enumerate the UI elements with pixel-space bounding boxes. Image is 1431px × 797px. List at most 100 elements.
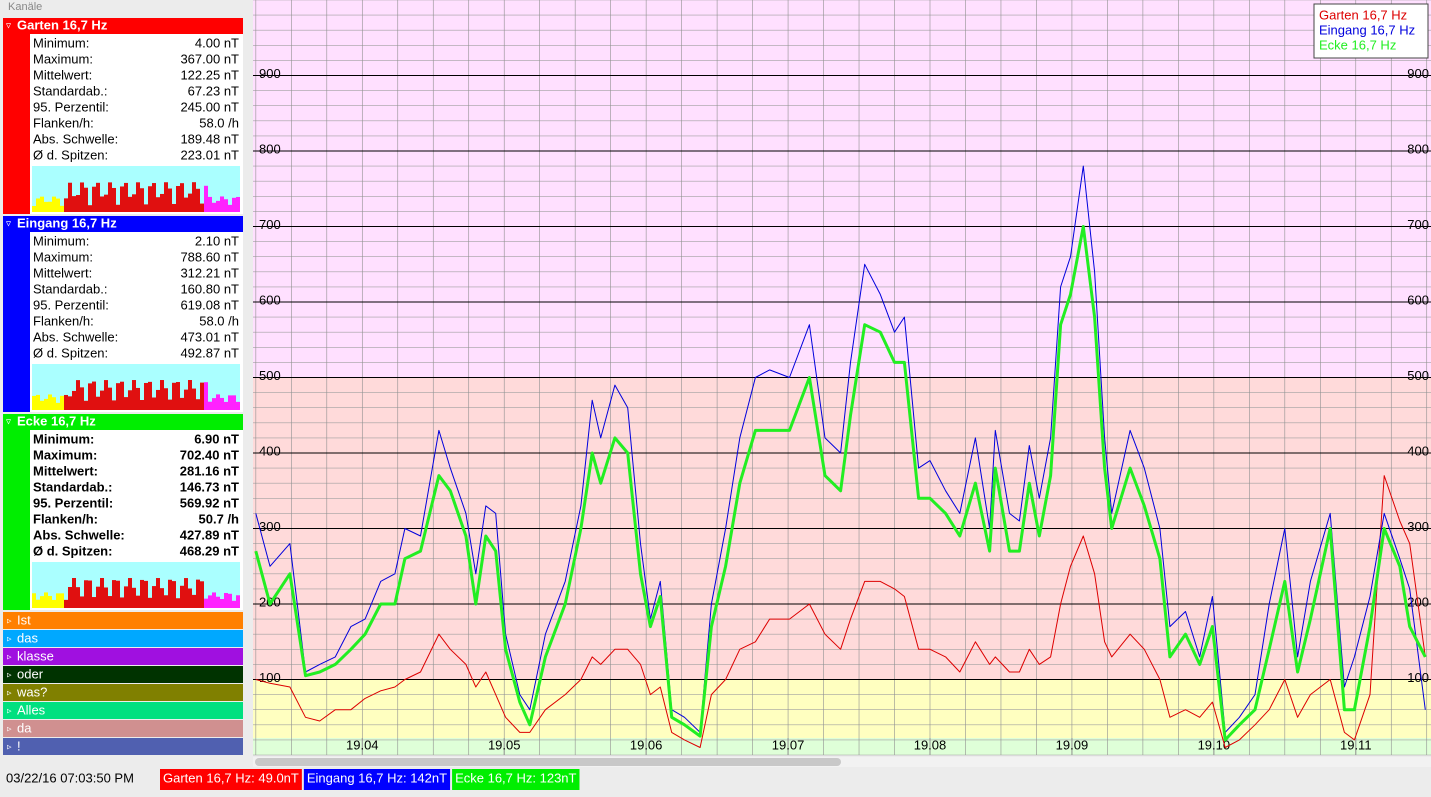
y-tick-label: 400	[259, 443, 281, 458]
collapse-arrow: ▿	[6, 219, 11, 230]
stat-label: Flanken/h:	[33, 313, 94, 328]
status-item: Garten 16,7 Hz: 49.0nT	[163, 770, 299, 785]
histogram-bar	[164, 388, 168, 410]
histogram-bar	[44, 201, 48, 212]
group-name: da	[17, 720, 32, 735]
y-tick-label-right: 700	[1407, 217, 1429, 232]
stat-value: 122.25 nT	[180, 67, 239, 82]
channel-header	[3, 216, 243, 232]
stat-value: 569.92 nT	[180, 495, 239, 510]
y-tick-label: 600	[259, 292, 281, 307]
stat-label: Abs. Schwelle:	[33, 329, 118, 344]
histogram-bar	[88, 383, 92, 410]
histogram-bar	[32, 206, 36, 212]
histogram-bar	[48, 595, 52, 608]
histogram-bar	[204, 598, 208, 608]
histogram-bar	[40, 400, 44, 410]
group-row[interactable]	[3, 684, 243, 701]
stat-value: 146.73 nT	[180, 479, 239, 494]
histogram-bar	[64, 198, 68, 212]
histogram-bar	[192, 182, 196, 212]
stat-value: 223.01 nT	[180, 147, 239, 162]
scrollbar[interactable]	[253, 757, 1431, 767]
group-row[interactable]	[3, 612, 243, 629]
histogram-bar	[56, 593, 60, 608]
stat-label: 95. Perzentil:	[33, 495, 113, 510]
stat-label: 95. Perzentil:	[33, 297, 109, 312]
scroll-thumb[interactable]	[255, 758, 841, 766]
histogram-bar	[148, 381, 152, 410]
histogram-bar	[96, 396, 100, 410]
histogram-bar	[52, 196, 56, 212]
histogram-bar	[80, 387, 84, 410]
stat-label: Maximum:	[33, 249, 93, 264]
stat-label: Ø d. Spitzen:	[33, 147, 108, 162]
histogram-bar	[160, 193, 164, 212]
stat-label: Maximum:	[33, 447, 97, 462]
status-item-bg	[303, 769, 451, 790]
stat-label: Minimum:	[33, 233, 89, 248]
histogram-bar	[148, 597, 152, 608]
histogram-bar	[116, 204, 120, 212]
x-tick-label: 19.05	[488, 737, 521, 752]
stat-label: Ø d. Spitzen:	[33, 543, 112, 558]
histogram-bar	[172, 382, 176, 410]
histogram-bar	[80, 182, 84, 212]
stat-label: 95. Perzentil:	[33, 99, 109, 114]
histogram-bar	[172, 581, 176, 608]
group-row[interactable]	[3, 720, 243, 737]
histogram-bar	[48, 394, 52, 410]
histogram-bar	[216, 596, 220, 608]
histogram-bar	[96, 586, 100, 608]
histogram-bar	[184, 578, 188, 608]
histogram-bar	[176, 186, 180, 212]
histogram-bar	[112, 187, 116, 212]
histogram-bar	[220, 196, 224, 212]
y-tick-label: 300	[259, 519, 281, 534]
histogram-bar	[216, 394, 220, 410]
histogram-bar	[192, 388, 196, 410]
group-row[interactable]	[3, 702, 243, 719]
stat-value: 67.23 nT	[188, 83, 239, 98]
histogram	[32, 364, 240, 410]
histogram-bar	[84, 400, 88, 410]
y-tick-label: 800	[259, 141, 281, 156]
group-row[interactable]	[3, 738, 243, 755]
x-tick-label: 19.10	[1198, 737, 1231, 752]
y-tick-label-right: 900	[1407, 66, 1429, 81]
group-row[interactable]	[3, 630, 243, 647]
histogram-bar	[76, 380, 80, 410]
histogram-bar	[156, 389, 160, 410]
histogram-bar	[220, 599, 224, 608]
stat-label: Mittelwert:	[33, 463, 98, 478]
channel-name: Garten 16,7 Hz	[17, 17, 108, 32]
y-tick-label-right: 500	[1407, 368, 1429, 383]
histogram-bar	[76, 195, 80, 212]
histogram-bar	[180, 183, 184, 212]
stat-label: Ø d. Spitzen:	[33, 345, 108, 360]
group-name: klasse	[17, 648, 54, 663]
channel-strip	[3, 216, 30, 412]
histogram-bar	[52, 397, 56, 410]
collapse-arrow: ▹	[7, 615, 12, 625]
x-tick-label: 19.09	[1056, 737, 1089, 752]
group-row[interactable]	[3, 666, 243, 683]
stat-value: 281.16 nT	[180, 463, 239, 478]
status-item: Ecke 16,7 Hz: 123nT	[455, 770, 576, 785]
collapse-arrow: ▹	[7, 651, 12, 661]
histogram-bar	[64, 394, 68, 410]
histogram-bar	[168, 188, 172, 212]
stat-label: Abs. Schwelle:	[33, 131, 118, 146]
group-row[interactable]	[3, 648, 243, 665]
histogram-bar	[168, 399, 172, 410]
histogram-bar	[124, 182, 128, 212]
x-tick-label: 19.07	[772, 737, 805, 752]
y-tick-label-right: 800	[1407, 141, 1429, 156]
histogram-bar	[80, 596, 84, 608]
histogram	[32, 166, 240, 212]
histogram-bar	[212, 592, 216, 608]
histogram-bar	[188, 193, 192, 212]
stat-value: 58.0 /h	[199, 115, 239, 130]
y-tick-label: 500	[259, 368, 281, 383]
